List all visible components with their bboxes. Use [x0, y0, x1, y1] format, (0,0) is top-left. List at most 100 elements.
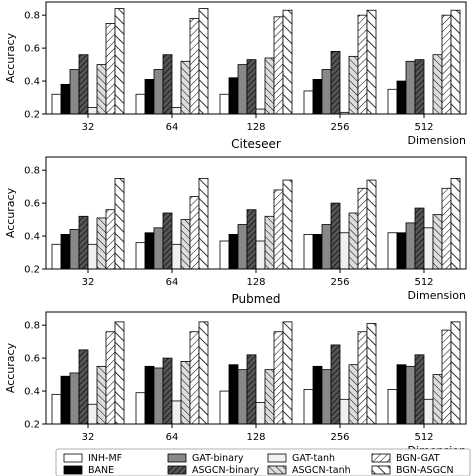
- bar-gat-binary-512: [405, 222, 416, 270]
- x-axis-label: Dimension: [408, 289, 466, 302]
- bar-bgn-asgcn-512: [450, 321, 461, 425]
- legend-swatch: [63, 465, 83, 475]
- bar-asgcn-binary-256: [330, 202, 341, 270]
- bar-asgcn-tanh-512: [432, 214, 443, 270]
- bar-inh-mf-256: [303, 389, 314, 425]
- bar-inh-mf-128: [219, 390, 230, 425]
- bar-gat-binary-64: [153, 227, 164, 270]
- plot-frame: [45, 156, 467, 270]
- chart-panel-3: Pubmed 0.2 0.4 0.6 0.8 Accuracy 32 64 128 256 512 D…: [4, 292, 467, 457]
- bar-bane-256: [312, 234, 323, 270]
- bar-asgcn-tanh-64: [180, 60, 191, 115]
- y-tick-label: 0.6: [24, 354, 40, 365]
- bar-gat-binary-64: [153, 367, 164, 425]
- bar-asgcn-binary-32: [78, 215, 89, 270]
- bar-bgn-asgcn-256: [366, 179, 377, 270]
- x-tick-label: 128: [246, 432, 265, 443]
- bar-bgn-gat-64: [189, 196, 200, 270]
- bar-bgn-asgcn-512: [450, 178, 461, 270]
- bar-gat-binary-64: [153, 69, 164, 115]
- y-tick-label: 0.4: [24, 232, 40, 243]
- bar-bgn-gat-256: [357, 331, 368, 425]
- legend-label: BGN-ASGCN: [396, 465, 454, 476]
- plot-frame: [45, 311, 467, 425]
- bar-bgn-asgcn-64: [198, 321, 209, 425]
- bar-bgn-gat-64: [189, 331, 200, 425]
- y-tick-label: 0.6: [24, 199, 40, 210]
- bar-asgcn-binary-128: [246, 209, 257, 270]
- legend-item-bgn-gat: BGN-GAT: [371, 453, 440, 464]
- bar-bgn-gat-32: [105, 331, 116, 425]
- x-tick-label: 256: [330, 432, 349, 443]
- bar-gat-tanh-32: [87, 243, 98, 270]
- bar-asgcn-tanh-64: [180, 219, 191, 270]
- legend-label: GAT-binary: [192, 453, 244, 464]
- bar-bane-512: [396, 80, 407, 115]
- bar-inh-mf-512: [387, 232, 398, 270]
- chart-panel-1: 0.2 0.4 0.6 0.8 Accuracy 32 64 128 256 512Dimensi…: [4, 1, 467, 147]
- bar-bane-512: [396, 232, 407, 270]
- bar-asgcn-binary-64: [162, 54, 173, 115]
- bar-asgcn-tanh-32: [96, 64, 107, 115]
- y-axis-label: Accuracy: [4, 187, 17, 238]
- bar-bgn-gat-512: [441, 329, 452, 425]
- bar-bgn-gat-128: [273, 331, 284, 425]
- bar-bgn-asgcn-64: [198, 178, 209, 270]
- legend-label: ASGCN-binary: [192, 465, 259, 476]
- x-tick-label: 32: [82, 432, 95, 443]
- bar-asgcn-binary-64: [162, 357, 173, 425]
- bar-gat-tanh-32: [87, 403, 98, 425]
- bar-bane-64: [144, 79, 155, 115]
- bar-bgn-asgcn-32: [114, 178, 125, 270]
- legend-item-bane: BANE: [63, 465, 114, 476]
- y-tick-label: 0.6: [24, 44, 40, 55]
- chart-panel-2: Citeseer 0.2 0.4 0.6 0.8 Accuracy 32 64 128 256 51…: [4, 137, 467, 302]
- bar-gat-tanh-128: [255, 402, 266, 425]
- y-axis-label: Accuracy: [4, 342, 17, 393]
- bar-gat-binary-256: [321, 224, 332, 270]
- legend-swatch: [371, 465, 391, 475]
- x-tick-label: 256: [330, 277, 349, 288]
- bar-gat-binary-512: [405, 365, 416, 425]
- legend-label: INH-MF: [88, 453, 122, 464]
- bar-asgcn-tanh-32: [96, 365, 107, 425]
- bar-bane-128: [228, 364, 239, 425]
- bar-bane-256: [312, 365, 323, 425]
- y-tick-label: 0.4: [24, 387, 40, 398]
- bar-asgcn-tanh-64: [180, 361, 191, 425]
- bar-asgcn-tanh-256: [348, 364, 359, 425]
- bar-asgcn-tanh-256: [348, 212, 359, 270]
- bar-asgcn-binary-64: [162, 212, 173, 270]
- y-tick-label: 0.2: [24, 265, 40, 276]
- bar-bgn-asgcn-128: [282, 179, 293, 270]
- bar-gat-tanh-32: [87, 107, 98, 115]
- legend-label: BGN-GAT: [396, 453, 440, 464]
- bar-bane-64: [144, 365, 155, 425]
- bar-gat-binary-128: [237, 224, 248, 270]
- bar-gat-tanh-256: [339, 398, 350, 425]
- bar-asgcn-tanh-32: [96, 217, 107, 270]
- bar-gat-tanh-64: [171, 243, 182, 270]
- bar-bgn-gat-32: [105, 23, 116, 115]
- legend-item-asgcn-tanh: ASGCN-tanh: [267, 465, 351, 476]
- legend-swatch: [267, 453, 287, 463]
- bar-bgn-gat-32: [105, 209, 116, 270]
- bar-bane-64: [144, 232, 155, 270]
- x-tick-label: 128: [246, 122, 265, 133]
- bars: [51, 321, 461, 425]
- x-tick-label: 64: [166, 122, 179, 133]
- bar-inh-mf-128: [219, 240, 230, 270]
- x-tick-label: 512: [414, 122, 433, 133]
- bar-inh-mf-64: [135, 242, 146, 270]
- bar-gat-tanh-128: [255, 240, 266, 270]
- bar-gat-tanh-128: [255, 108, 266, 115]
- bar-inh-mf-64: [135, 93, 146, 115]
- bar-gat-binary-128: [237, 64, 248, 115]
- bar-bane-32: [60, 375, 71, 425]
- legend-item-gat-binary: GAT-binary: [167, 453, 244, 464]
- bar-asgcn-binary-32: [78, 54, 89, 115]
- bar-gat-binary-256: [321, 69, 332, 115]
- bar-asgcn-binary-512: [414, 354, 425, 425]
- bar-bgn-asgcn-128: [282, 9, 293, 115]
